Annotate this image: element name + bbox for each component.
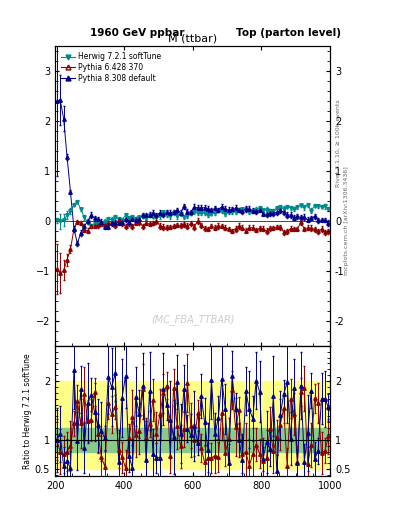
Title: M (ttbar): M (ttbar) (168, 34, 217, 44)
Text: mcplots.cern.ch [arXiv:1306.3436]: mcplots.cern.ch [arXiv:1306.3436] (344, 166, 349, 274)
Text: Top (parton level): Top (parton level) (236, 28, 342, 38)
Text: Rivet 3.1.10, ≥ 100k events: Rivet 3.1.10, ≥ 100k events (336, 99, 341, 187)
Text: 1960 GeV ppbar: 1960 GeV ppbar (90, 28, 185, 38)
Y-axis label: Ratio to Herwig 7.2.1 softTune: Ratio to Herwig 7.2.1 softTune (23, 353, 32, 469)
Legend: Herwig 7.2.1 softTune, Pythia 6.428 370, Pythia 8.308 default: Herwig 7.2.1 softTune, Pythia 6.428 370,… (59, 50, 163, 86)
Text: (MC_FBA_TTBAR): (MC_FBA_TTBAR) (151, 314, 234, 325)
